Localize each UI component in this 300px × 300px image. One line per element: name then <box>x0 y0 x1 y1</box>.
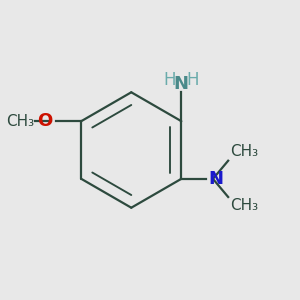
Text: O: O <box>37 112 52 130</box>
Text: CH₃: CH₃ <box>230 144 258 159</box>
Text: N: N <box>209 170 224 188</box>
Text: CH₃: CH₃ <box>230 199 258 214</box>
Text: N: N <box>174 75 189 93</box>
Text: CH₃: CH₃ <box>6 114 34 129</box>
Text: H: H <box>186 71 199 89</box>
Text: H: H <box>164 71 176 89</box>
